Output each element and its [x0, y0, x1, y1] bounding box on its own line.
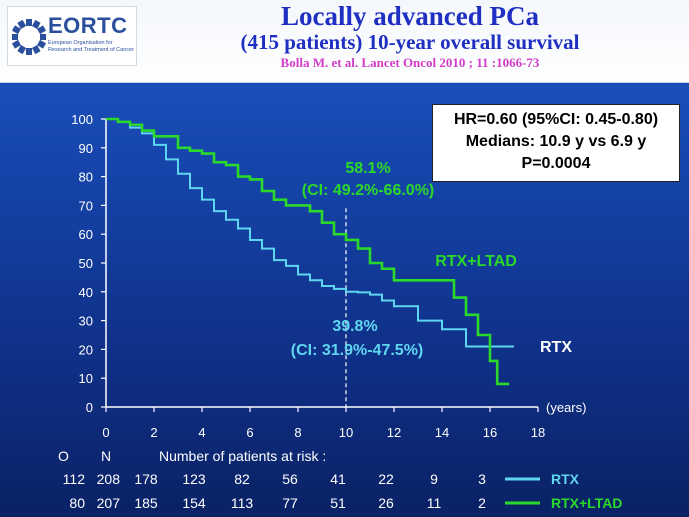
- logo-wordmark: EORTC: [48, 13, 128, 38]
- y-tick-label: 70: [79, 198, 93, 213]
- risk-cell: 41: [330, 471, 346, 487]
- y-tick-label: 90: [79, 141, 93, 156]
- risk-table: O N Number of patients at risk : 112 208 1…: [58, 448, 622, 511]
- slide-subtitle: (415 patients) 10-year overall survival: [240, 30, 580, 54]
- risk-cell: 82: [234, 471, 250, 487]
- x-tick-label: 8: [294, 425, 301, 440]
- risk-row-total: 208: [97, 471, 121, 487]
- legend-label: RTX+LTAD: [551, 495, 622, 511]
- logo-subtext: European Organisation for Research and T…: [48, 40, 134, 53]
- ltad-series-label: RTX+LTAD: [435, 253, 517, 270]
- ltad-annotation-ci: (CI: 49.2%-66.0%): [302, 182, 435, 199]
- x-tick-label: 14: [435, 425, 449, 440]
- risk-row-observed: 112: [63, 471, 86, 487]
- risk-header-n: N: [101, 448, 111, 464]
- hr-line: HR=0.60 (95%CI: 0.45-0.80): [453, 111, 659, 128]
- chart-axes: 0 10 20 30 40 50 60 70 80 90 100 0 2 4 6 8 10 12 14 16 18(ye…: [71, 112, 586, 440]
- x-tick-label: 18: [531, 425, 545, 440]
- y-tick-label: 50: [79, 256, 93, 271]
- risk-cell: 178: [134, 471, 158, 487]
- risk-cell: 26: [378, 495, 394, 511]
- risk-header-title: Number of patients at risk :: [159, 448, 326, 464]
- x-tick-label: 6: [246, 425, 253, 440]
- citation: Bolla M. et al. Lancet Oncol 2010 ; 11 :…: [280, 55, 540, 70]
- risk-cell: 77: [282, 495, 298, 511]
- x-tick-label: 2: [150, 425, 157, 440]
- x-tick-label: 12: [387, 425, 401, 440]
- y-tick-label: 20: [79, 342, 93, 357]
- risk-row-total: 207: [97, 495, 121, 511]
- risk-row-observed: 80: [69, 495, 85, 511]
- risk-header-o: O: [58, 448, 69, 464]
- risk-cell: 56: [282, 471, 298, 487]
- medians-line: Medians: 10.9 y vs 6.9 y: [465, 133, 647, 150]
- risk-cell: 2: [478, 495, 486, 511]
- y-tick-label: 40: [79, 285, 93, 300]
- y-tick-label: 30: [79, 314, 93, 329]
- y-tick-label: 100: [71, 112, 93, 127]
- y-tick-label: 10: [79, 371, 93, 386]
- risk-cell: 113: [231, 495, 254, 511]
- y-tick-label: 60: [79, 227, 93, 242]
- x-tick-label: 16: [483, 425, 497, 440]
- slide-header: EORTC European Organisation for Research…: [0, 0, 689, 83]
- slide-title: Locally advanced PCa: [280, 1, 539, 31]
- risk-cell: 22: [378, 471, 394, 487]
- x-tick-label: 10: [339, 425, 353, 440]
- risk-cell: 11: [427, 495, 442, 511]
- y-tick-label: 80: [79, 170, 93, 185]
- ltad-annotation-pct: 58.1%: [345, 160, 390, 177]
- risk-cell: 154: [182, 495, 206, 511]
- eortc-logo-mark-icon: [12, 19, 46, 55]
- x-tick-label: 4: [198, 425, 205, 440]
- rtx-annotation-ci: (CI: 31.9%-47.5%): [291, 342, 424, 359]
- risk-cell: 51: [330, 495, 346, 511]
- hazard-ratio-box: HR=0.60 (95%CI: 0.45-0.80) Medians: 10.9…: [432, 104, 680, 182]
- x-tick-label: 0: [102, 425, 109, 440]
- chart-series: [106, 117, 514, 386]
- rtx-survival-curve: [106, 118, 514, 348]
- p-value-line: P=0.0004: [521, 155, 591, 172]
- ltad-survival-curve: [106, 117, 510, 386]
- legend-label: RTX: [551, 471, 580, 487]
- y-tick-label: 0: [86, 400, 93, 415]
- rtx-series-label: RTX: [540, 339, 572, 356]
- risk-cell: 185: [134, 495, 158, 511]
- eortc-logo: EORTC European Organisation for Research…: [7, 6, 137, 66]
- risk-cell: 9: [430, 471, 438, 487]
- risk-cell: 123: [182, 471, 206, 487]
- x-axis-label: (years): [546, 400, 586, 415]
- risk-cell: 3: [478, 471, 486, 487]
- rtx-annotation-pct: 39.8%: [332, 318, 377, 335]
